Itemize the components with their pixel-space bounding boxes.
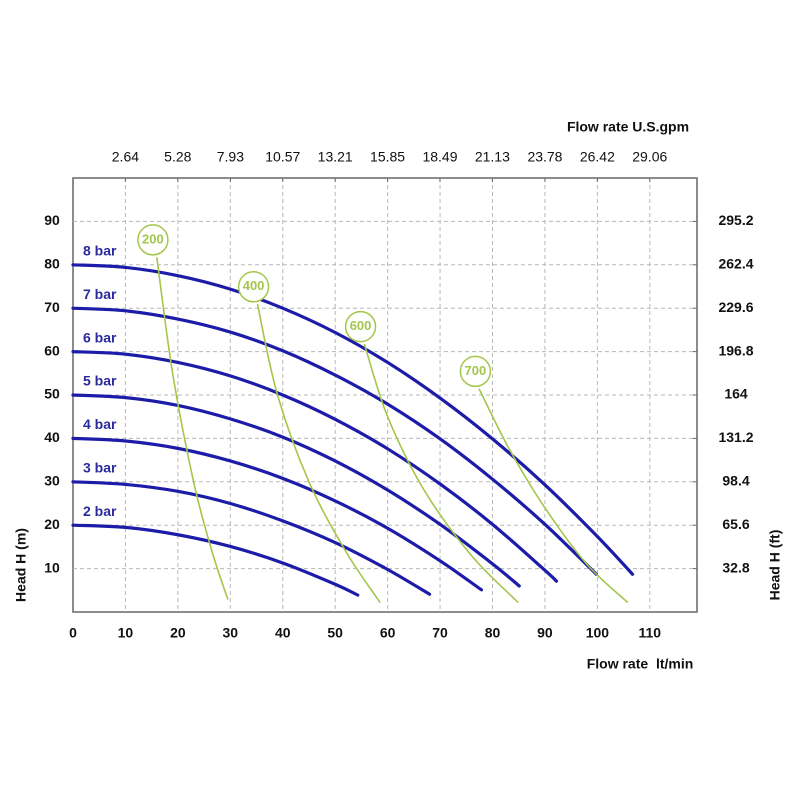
x2-tick-label: 15.85	[370, 149, 405, 165]
y-tick-label: 30	[44, 473, 60, 489]
x-tick-label: 50	[327, 625, 343, 641]
legend-label: 2 bar	[83, 503, 117, 519]
legend-label: 700	[465, 363, 487, 378]
x2-tick-label: 5.28	[164, 149, 191, 165]
y2-tick-label: 229.6	[718, 299, 753, 315]
x2-tick-label: 2.64	[112, 149, 139, 165]
y2-tick-label: 98.4	[722, 473, 749, 489]
y2-tick-label: 295.2	[718, 212, 753, 228]
pressure-curve	[71, 306, 598, 576]
x2-tick-label: 23.78	[527, 149, 562, 165]
x-tick-label: 20	[170, 625, 186, 641]
x-tick-label: 0	[69, 625, 77, 641]
air-line	[478, 388, 629, 603]
legend-label: 3 bar	[83, 460, 117, 476]
x-tick-label: 10	[118, 625, 134, 641]
air-line	[156, 257, 229, 600]
x-tick-label: 80	[485, 625, 501, 641]
x2-tick-label: 26.42	[580, 149, 615, 165]
x-tick-label: 60	[380, 625, 396, 641]
legend-label: 6 bar	[83, 329, 117, 345]
legend-label: 7 bar	[83, 286, 117, 302]
x2-tick-label: 10.57	[265, 149, 300, 165]
x2-tick-label: 29.06	[632, 149, 667, 165]
y2-axis-label: Head H (ft)	[767, 530, 783, 601]
air-bubble	[237, 270, 270, 303]
y-tick-label: 10	[44, 559, 60, 575]
legend-label: 200	[142, 231, 164, 246]
pressure-curve	[71, 263, 635, 576]
y-tick-label: 20	[44, 516, 60, 532]
y2-tick-label: 32.8	[722, 559, 749, 575]
legend-label: 5 bar	[83, 373, 117, 389]
x-tick-label: 100	[586, 625, 610, 641]
y2-tick-label: 196.8	[718, 342, 753, 358]
y2-tick-label: 131.2	[718, 429, 753, 445]
pressure-curve	[71, 436, 484, 592]
pressure-curve	[71, 480, 432, 596]
legend-label: 8 bar	[83, 243, 117, 259]
pressure-curve	[71, 393, 521, 588]
air-bubble	[137, 224, 169, 256]
y-tick-label: 40	[44, 429, 60, 445]
y-tick-label: 80	[44, 256, 60, 272]
pressure-curve	[71, 523, 360, 597]
y-tick-label: 60	[44, 342, 60, 358]
legend-label: 4 bar	[83, 416, 117, 432]
x2-tick-label: 7.93	[217, 149, 244, 165]
air-bubble	[344, 310, 377, 343]
top-axis-label: Flow rate U.S.gpm	[567, 119, 689, 135]
legend-label: 600	[350, 318, 372, 333]
x-tick-label: 90	[537, 625, 553, 641]
legend-label: 400	[243, 278, 265, 293]
y2-tick-label: 164	[724, 386, 748, 402]
x-tick-label: 110	[639, 625, 662, 641]
air-line	[363, 343, 519, 603]
y2-tick-label: 262.4	[718, 256, 753, 272]
x-tick-label: 40	[275, 625, 291, 641]
air-bubble	[459, 355, 492, 388]
y-tick-label: 90	[44, 212, 60, 228]
air-line	[256, 303, 381, 603]
x2-tick-label: 21.13	[475, 149, 510, 165]
y2-tick-label: 65.6	[722, 516, 749, 532]
x2-tick-label: 13.21	[318, 149, 353, 165]
y-axis-label: Head H (m)	[13, 528, 29, 602]
x2-tick-label: 18.49	[422, 149, 457, 165]
y-tick-label: 70	[44, 299, 60, 315]
y-tick-label: 50	[44, 386, 60, 402]
x-tick-label: 30	[223, 625, 239, 641]
x-tick-label: 70	[432, 625, 448, 641]
x-axis-label: Flow rate lt/min	[587, 656, 694, 672]
pressure-curve	[71, 350, 559, 583]
